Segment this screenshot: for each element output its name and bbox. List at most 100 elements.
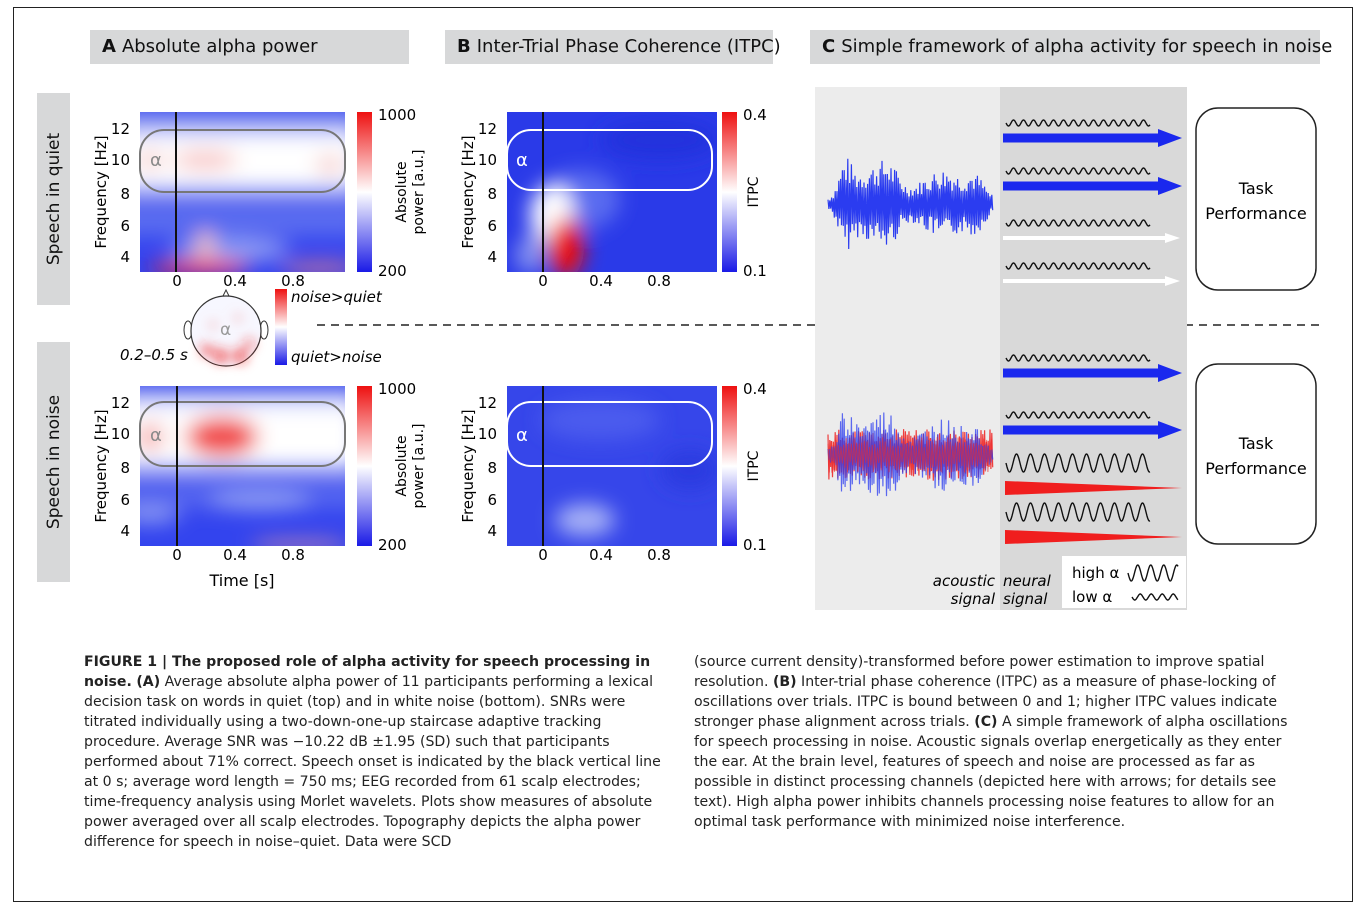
row-label-quiet: Speech in quiet [37,93,70,305]
freq-tick: 12 [111,394,130,412]
freq-tick: 8 [120,185,130,203]
svg-text:0.4: 0.4 [743,380,767,398]
itpc-heatmap-quiet: α [506,112,717,272]
channel-arrow-inhibited [1005,481,1182,495]
time-tick: 0.4 [223,272,247,290]
panel-b-header: B Inter-Trial Phase Coherence (ITPC) [445,30,781,64]
time-axis-label: Time [s] [208,571,274,590]
svg-text:signal: signal [951,590,996,608]
svg-text:acoustic: acoustic [933,572,996,590]
svg-text:high α: high α [1072,564,1119,582]
channel-arrow [1003,421,1182,439]
freq-tick: 10 [111,151,130,169]
freq-axis-label-a-noise: Frequency [Hz] [92,409,110,522]
svg-text:α: α [150,425,162,446]
topography-map: α noise>quiet quiet>noise 0.2–0.5 s [120,288,383,367]
time-tick: 0 [538,272,548,290]
time-tick: 0 [538,546,548,564]
svg-text:signal: signal [1003,590,1048,608]
svg-text:ITPC: ITPC [746,450,762,481]
time-tick: 0.4 [589,546,613,564]
row-label-noise: Speech in noise [37,342,70,582]
alpha-legend: high α low α [1062,556,1186,608]
svg-text:noise>quiet: noise>quiet [291,288,383,306]
time-tick-labels: 0 0.4 0.8 0 0.4 0.8 0 0.4 0.8 0 0.4 0.8 [172,272,671,564]
svg-text:200: 200 [378,536,407,554]
task-box-noise [1195,363,1317,545]
svg-text:neural: neural [1003,572,1052,590]
colorbar-power-noise: 1000 200 Absolutepower [a.u.] [357,380,427,554]
freq-tick: 12 [478,120,497,138]
svg-text:Task: Task [1238,179,1274,198]
svg-text:quiet>noise: quiet>noise [291,348,382,366]
time-tick: 0.8 [647,546,671,564]
acoustic-column [815,87,1000,610]
svg-text:α: α [220,320,231,340]
svg-text:1000: 1000 [378,106,416,124]
freq-tick: 6 [120,491,130,509]
svg-text:α: α [516,150,528,171]
speech-signal-quiet [827,158,994,250]
svg-text:0.2–0.5 s: 0.2–0.5 s [120,346,188,364]
time-tick: 0 [172,546,182,564]
panel-c-header: C Simple framework of alpha activity for … [810,30,1332,64]
frequency-tick-labels: 4 6 8 10 12 4 6 8 10 12 4 6 8 10 12 4 6 8 10 12 [111,120,497,540]
freq-tick: 6 [120,217,130,235]
channel-arrow [1003,177,1182,195]
freq-axis-label-a-quiet: Frequency [Hz] [92,135,110,248]
colorbar-power-quiet: 1000 200 Absolutepower [a.u.] [357,106,427,280]
time-tick: 0.4 [589,272,613,290]
channel-arrow [1003,364,1182,382]
freq-tick: 6 [487,491,497,509]
svg-text:200: 200 [378,262,407,280]
svg-text:Task: Task [1238,434,1274,453]
svg-text:α: α [150,150,162,171]
channel-arrow [1003,129,1182,147]
svg-text:Performance: Performance [1205,459,1306,478]
svg-text:1000: 1000 [378,380,416,398]
caption-left: FIGURE 1 | The proposed role of alpha ac… [84,654,661,850]
freq-axis-label-b-quiet: Frequency [Hz] [459,135,477,248]
freq-tick: 8 [487,459,497,477]
figure-graphics: α α [92,87,1322,610]
freq-tick: 12 [478,394,497,412]
svg-text:ITPC: ITPC [746,176,762,207]
svg-text:0.1: 0.1 [743,262,767,280]
svg-text:0.4: 0.4 [743,106,767,124]
svg-text:Absolutepower [a.u.]: Absolutepower [a.u.] [394,424,427,509]
time-tick: 0 [172,272,182,290]
freq-tick: 10 [478,425,497,443]
colorbar-itpc-noise: 0.4 0.1 ITPC [722,380,767,554]
svg-text:low α: low α [1072,588,1112,606]
time-tick: 0.8 [281,272,305,290]
freq-tick: 8 [120,459,130,477]
processing-channels [1003,119,1182,544]
time-tick: 0.8 [647,272,671,290]
power-heatmap-noise: α [139,386,346,546]
caption-right: (source current density)-transformed bef… [694,654,1288,830]
svg-text:Absolutepower [a.u.]: Absolutepower [a.u.] [394,150,427,235]
freq-tick: 4 [120,522,130,540]
freq-axis-label-b-noise: Frequency [Hz] [459,409,477,522]
task-box-quiet [1195,107,1317,291]
freq-tick: 4 [487,522,497,540]
freq-tick: 10 [478,151,497,169]
power-heatmap-quiet: α [139,112,346,272]
freq-tick: 4 [120,248,130,266]
freq-tick: 8 [487,185,497,203]
svg-text:0.1: 0.1 [743,536,767,554]
freq-tick: 10 [111,425,130,443]
freq-tick: 4 [487,248,497,266]
panel-a-header: A Absolute alpha power [90,30,409,64]
time-tick: 0.8 [281,546,305,564]
itpc-heatmap-noise: α [506,386,717,546]
svg-text:α: α [516,425,528,446]
channel-arrow [1003,276,1180,286]
colorbar-itpc-quiet: 0.4 0.1 ITPC [722,106,767,280]
time-tick: 0.4 [223,546,247,564]
freq-tick: 6 [487,217,497,235]
svg-text:Performance: Performance [1205,204,1306,223]
freq-tick: 12 [111,120,130,138]
channel-arrow-inhibited [1005,530,1182,544]
neural-column [1000,87,1187,610]
